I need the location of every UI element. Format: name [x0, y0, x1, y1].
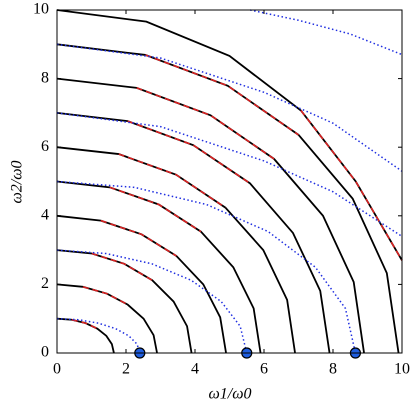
x-tick-label: 8: [329, 361, 337, 378]
y-axis-label: ω2/ω0: [9, 160, 26, 203]
y-tick-label: 0: [41, 344, 49, 361]
y-tick-label: 4: [41, 206, 49, 223]
x-tick-label: 6: [260, 361, 268, 378]
plot-frame: [56, 9, 403, 354]
x-tick-label: 4: [191, 361, 199, 378]
plot-area: [57, 10, 402, 353]
y-tick-label: 2: [41, 275, 49, 292]
series-line: [56, 9, 403, 354]
x-axis-label: ω1/ω0: [208, 386, 251, 403]
y-tick-label: 8: [41, 69, 49, 86]
y-tick-label: 6: [41, 138, 49, 155]
x-tick-label: 0: [53, 361, 61, 378]
series-line: [71, 54, 403, 330]
y-tick-label: 10: [33, 1, 49, 18]
x-tick-label: 10: [394, 361, 410, 378]
x-tick-label: 2: [122, 361, 130, 378]
